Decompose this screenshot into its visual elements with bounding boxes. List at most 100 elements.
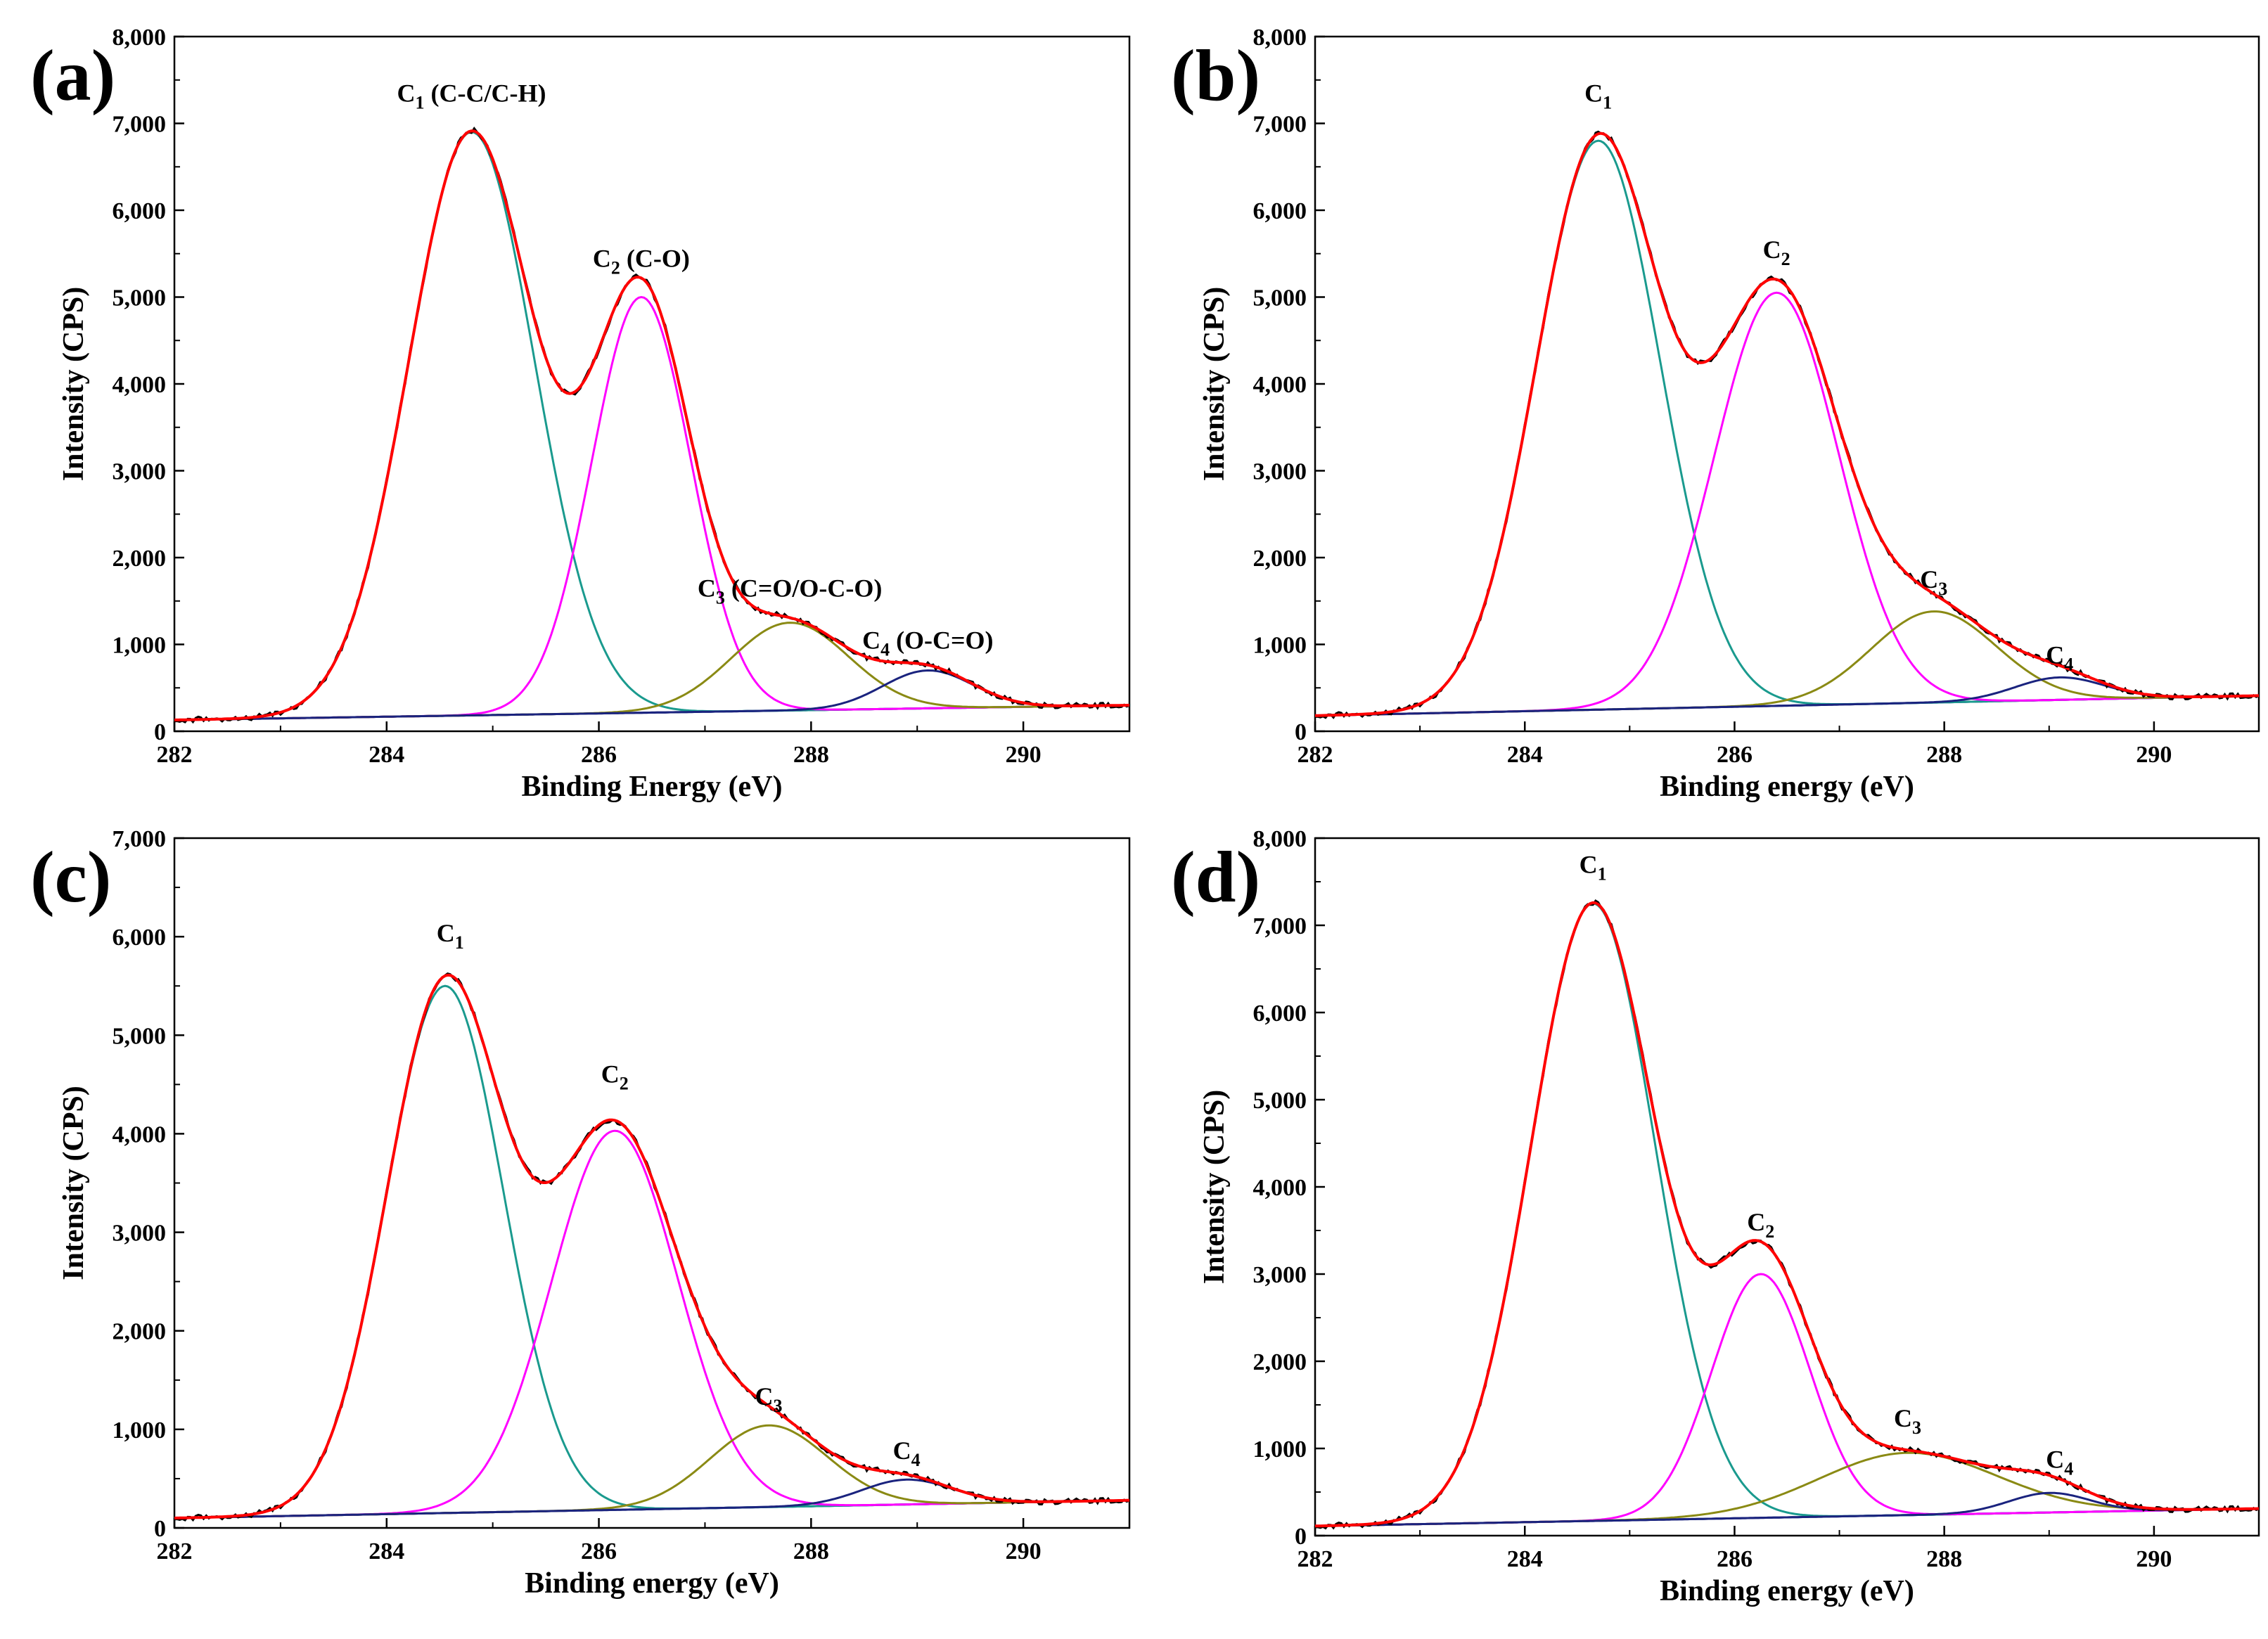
y-axis-title: Intensity (CPS)	[1198, 287, 1231, 482]
envelope-fit-curve	[1315, 131, 2259, 717]
peak-label-c2: C2	[1763, 236, 1790, 269]
peak-label-c3: C3	[1894, 1404, 1921, 1438]
raw-data-curve	[174, 972, 1130, 1522]
y-tick-label: 8,000	[113, 25, 167, 51]
panel-label: (d)	[1171, 837, 1260, 918]
y-tick-label: 6,000	[1253, 1001, 1307, 1027]
y-tick-label: 2,000	[1253, 546, 1307, 572]
y-tick-label: 6,000	[113, 925, 167, 951]
envelope-fit-curve	[174, 129, 1130, 721]
component-c2-curve	[1314, 291, 2259, 717]
plot-frame	[173, 837, 1131, 1529]
peak-label-c4: C4	[893, 1436, 921, 1470]
peak-label-c3: C3	[755, 1382, 782, 1416]
x-tick-label: 288	[1926, 1546, 1962, 1572]
y-axis-title: Intensity (CPS)	[58, 1086, 90, 1280]
plot-frame	[1314, 35, 2260, 733]
component-c1-curve	[1315, 139, 2259, 717]
y-tick-label: 4,000	[1253, 372, 1307, 398]
raw-data-curve	[1314, 899, 2260, 1530]
peak-label-c1: C1	[1580, 851, 1607, 885]
y-tick-label: 5,000	[113, 1023, 167, 1049]
peak-label-c3: C3 (C=O/O-C-O)	[698, 574, 882, 608]
panel-c: 0 1,000 2,000 3,000 4,000 5,000 6,000 7,000 282 2…	[30, 826, 1131, 1600]
y-tick-label: 0	[1295, 719, 1307, 745]
x-tick-label: 284	[1507, 1546, 1543, 1572]
x-tick-label: 284	[369, 742, 404, 768]
component-c2-curve	[174, 1129, 1129, 1519]
x-tick-label: 288	[1926, 742, 1962, 768]
y-axis-title: Intensity (CPS)	[58, 287, 90, 482]
y-tick-label: 4,000	[1253, 1175, 1307, 1201]
x-tick-label: 288	[793, 742, 829, 768]
y-tick-label: 0	[154, 719, 166, 745]
y-tick-label: 1,000	[113, 1418, 167, 1444]
y-tick-label: 8,000	[1253, 826, 1307, 852]
envelope-fit-curve	[1314, 901, 2260, 1528]
component-c3-curve	[174, 1424, 1129, 1519]
peak-label-c4: C4	[2046, 1445, 2073, 1479]
peak-label-c4: C4 (O-C=O)	[862, 626, 993, 660]
component-c3-curve	[1314, 610, 2259, 717]
peak-label-c3: C3	[1920, 565, 1947, 599]
peak-label-c1: C1 (C-C/C-H)	[397, 79, 546, 113]
peak-label-c2: C2	[1747, 1208, 1774, 1242]
x-tick-label: 290	[1006, 742, 1042, 768]
y-tick-label: 3,000	[113, 459, 167, 485]
component-c2-curve	[1314, 1273, 2259, 1527]
y-tick-label: 6,000	[113, 198, 167, 224]
x-axis-title: Binding Energy (eV)	[521, 771, 782, 803]
x-tick-label: 282	[1298, 742, 1333, 768]
y-tick-label: 0	[154, 1516, 166, 1542]
raw-data-curve	[1314, 130, 2260, 719]
y-tick-label: 2,000	[113, 1319, 167, 1345]
x-tick-label: 286	[1717, 742, 1753, 768]
y-tick-label: 5,000	[1253, 285, 1307, 311]
peak-label-c1: C1	[437, 919, 464, 953]
y-tick-label: 7,000	[113, 826, 167, 852]
y-tick-label: 1,000	[1253, 633, 1307, 659]
x-tick-label: 284	[369, 1538, 404, 1564]
x-axis-title: Binding energy (eV)	[1660, 771, 1914, 803]
x-tick-label: 284	[1507, 742, 1543, 768]
peak-label-c2: C2 (C-O)	[593, 244, 690, 278]
component-c1-curve	[174, 984, 1129, 1519]
component-c1-curve	[1314, 902, 2259, 1527]
y-axis-title: Intensity (CPS)	[1198, 1090, 1231, 1285]
y-tick-label: 5,000	[1253, 1088, 1307, 1114]
y-tick-label: 5,000	[113, 285, 167, 311]
x-tick-label: 288	[793, 1538, 829, 1564]
y-tick-label: 1,000	[1253, 1436, 1307, 1463]
envelope-fit-curve	[174, 973, 1129, 1519]
x-tick-label: 290	[1006, 1538, 1042, 1564]
panel-label: (c)	[30, 837, 111, 918]
x-tick-label: 282	[1298, 1546, 1333, 1572]
x-tick-label: 286	[581, 742, 617, 768]
x-tick-label: 282	[157, 1538, 193, 1564]
panel-a: 0 1,000 2,000 3,000 4,000 5,000 6,000 7,000 8,00…	[30, 25, 1131, 803]
y-tick-label: 3,000	[113, 1221, 167, 1247]
component-c2-curve	[174, 295, 1129, 721]
y-tick-label: 0	[1295, 1524, 1307, 1550]
y-tick-label: 3,000	[1253, 1262, 1307, 1288]
x-tick-label: 286	[1717, 1546, 1753, 1572]
y-tick-label: 6,000	[1253, 198, 1307, 224]
x-tick-label: 290	[2136, 1546, 2172, 1572]
x-tick-label: 282	[157, 742, 193, 768]
y-tick-label: 7,000	[113, 112, 167, 138]
x-tick-label: 286	[581, 1538, 617, 1564]
y-tick-label: 3,000	[1253, 459, 1307, 485]
panel-d: 0 1,000 2,000 3,000 4,000 5,000 6,000 7,000 8,00…	[1171, 826, 2260, 1607]
panel-label: (b)	[1171, 35, 1260, 116]
y-tick-label: 7,000	[1253, 913, 1307, 939]
component-c4-curve	[174, 669, 1130, 721]
y-tick-label: 1,000	[113, 633, 167, 659]
x-tick-label: 290	[2136, 742, 2172, 768]
peak-label-c2: C2	[601, 1060, 629, 1094]
component-c4-curve	[1314, 676, 2259, 717]
y-tick-label: 4,000	[113, 372, 167, 398]
y-tick-label: 2,000	[113, 546, 167, 572]
peak-label-c1: C1	[1584, 79, 1612, 113]
y-tick-label: 7,000	[1253, 112, 1307, 138]
